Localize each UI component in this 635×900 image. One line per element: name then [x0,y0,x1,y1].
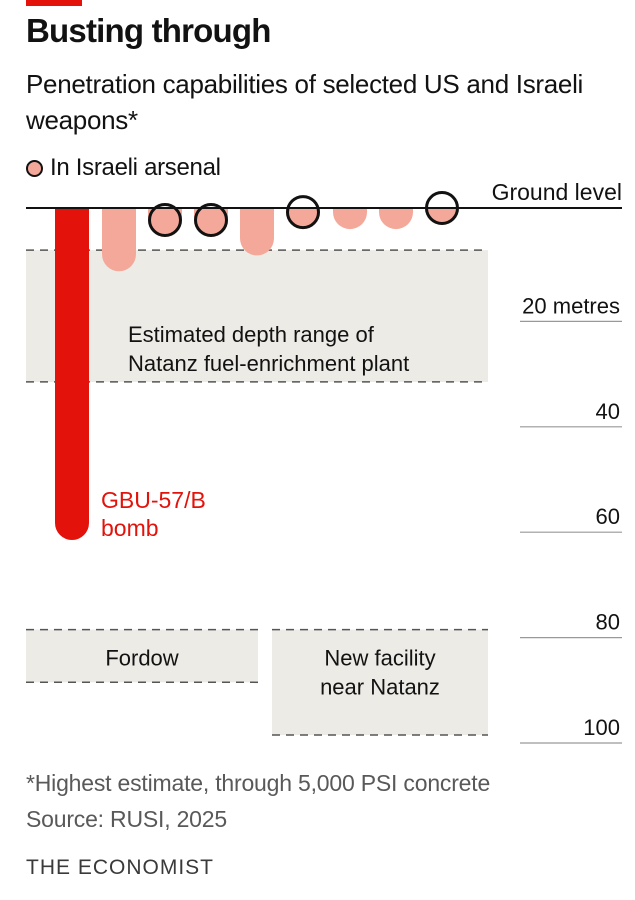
natanz-plant-range-label-2: Natanz fuel-enrichment plant [128,351,409,376]
source-note: Source: RUSI, 2025 [26,806,227,832]
bar-4 [194,208,228,237]
legend: In Israeli arsenal [26,154,221,182]
gbu-57b-label-2: bomb [101,515,159,541]
brand-red-bar [26,0,82,6]
israeli-arsenal-marker-icon-6 [286,195,320,230]
publisher-brand: THE ECONOMIST [26,856,215,879]
bar-3 [148,208,182,237]
natanz-plant-range-box [26,250,488,382]
y-tick-label-80: 80 [596,610,620,635]
new-facility-range-label-2: near Natanz [320,675,440,700]
israeli-arsenal-marker-icon-3 [148,202,182,237]
natanz-plant-range-label-1: Estimated depth range of [128,322,375,347]
bar-5 [240,208,274,256]
new-facility-range-box [272,629,488,735]
footnote: *Highest estimate, through 5,000 PSI con… [26,770,491,796]
y-tick-label-40: 40 [596,399,620,424]
bar-7 [333,208,367,230]
bar-1 [55,208,89,541]
bar-8 [379,208,413,230]
bar-2 [102,208,136,272]
depth-chart: 20 metres 40 60 80 100 Ground level Estimated … [26,179,622,744]
gbu-57b-label-1: GBU-57/B [101,487,206,513]
y-tick-label-20: 20 metres [522,293,620,318]
chart-title: Busting through [26,12,271,49]
legend-label: In Israeli arsenal [50,154,221,181]
ground-level-label: Ground level [492,179,622,205]
y-tick-label-60: 60 [596,504,620,529]
legend-israeli-marker-icon [26,159,43,177]
bar-6 [286,208,320,230]
israeli-arsenal-marker-icon-4 [194,202,228,237]
fordow-range-box [26,629,258,683]
y-tick-label-100: 100 [583,715,620,740]
fordow-range-label-1: Fordow [105,646,178,671]
chart-subtitle: Penetration capabilities of selected US … [26,69,584,135]
new-facility-range-label-1: New facility [324,646,435,671]
